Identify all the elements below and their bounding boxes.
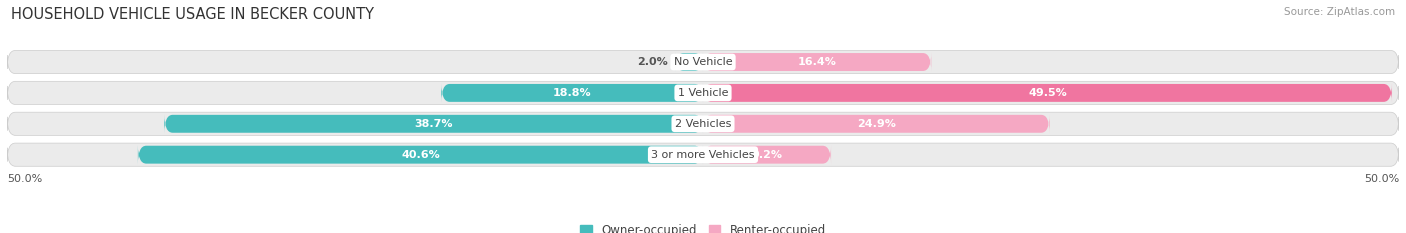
FancyBboxPatch shape — [703, 114, 1050, 133]
Text: 40.6%: 40.6% — [401, 150, 440, 160]
Text: 24.9%: 24.9% — [856, 119, 896, 129]
Text: 2 Vehicles: 2 Vehicles — [675, 119, 731, 129]
FancyBboxPatch shape — [441, 83, 703, 103]
FancyBboxPatch shape — [7, 50, 1399, 74]
FancyBboxPatch shape — [675, 52, 703, 72]
FancyBboxPatch shape — [138, 145, 703, 164]
FancyBboxPatch shape — [703, 83, 1392, 103]
Text: Source: ZipAtlas.com: Source: ZipAtlas.com — [1284, 7, 1395, 17]
Text: 16.4%: 16.4% — [797, 57, 837, 67]
Text: 49.5%: 49.5% — [1028, 88, 1067, 98]
Text: No Vehicle: No Vehicle — [673, 57, 733, 67]
Text: 18.8%: 18.8% — [553, 88, 592, 98]
FancyBboxPatch shape — [165, 114, 703, 133]
Text: 9.2%: 9.2% — [752, 150, 783, 160]
Text: 1 Vehicle: 1 Vehicle — [678, 88, 728, 98]
FancyBboxPatch shape — [703, 145, 831, 164]
Text: 50.0%: 50.0% — [7, 174, 42, 184]
Text: 3 or more Vehicles: 3 or more Vehicles — [651, 150, 755, 160]
FancyBboxPatch shape — [7, 81, 1399, 104]
Text: 38.7%: 38.7% — [415, 119, 453, 129]
Legend: Owner-occupied, Renter-occupied: Owner-occupied, Renter-occupied — [575, 219, 831, 233]
Text: 2.0%: 2.0% — [637, 57, 668, 67]
FancyBboxPatch shape — [7, 112, 1399, 135]
Text: HOUSEHOLD VEHICLE USAGE IN BECKER COUNTY: HOUSEHOLD VEHICLE USAGE IN BECKER COUNTY — [11, 7, 374, 22]
FancyBboxPatch shape — [7, 143, 1399, 166]
Text: 50.0%: 50.0% — [1364, 174, 1399, 184]
FancyBboxPatch shape — [703, 52, 931, 72]
